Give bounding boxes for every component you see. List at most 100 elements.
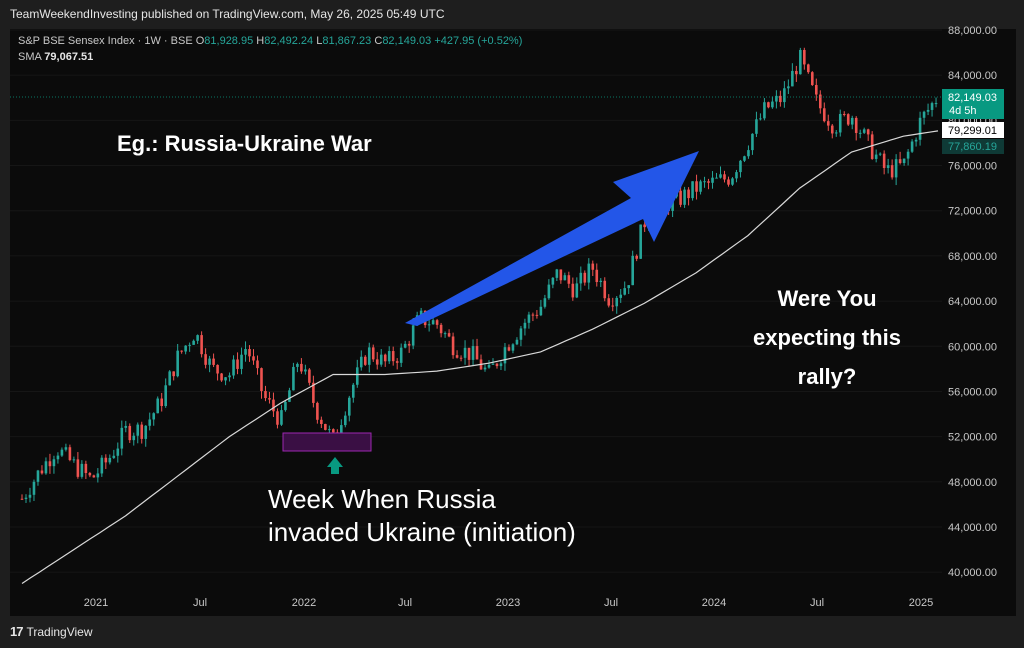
candle-body <box>427 324 431 326</box>
candle-body <box>44 461 48 474</box>
candle-body <box>882 153 886 168</box>
change-value: +427.95 (+0.52%) <box>434 35 523 47</box>
candle-body <box>355 367 359 385</box>
high-label: H <box>256 35 265 47</box>
candle-body <box>850 117 854 125</box>
y-tick-label: 76,000.00 <box>948 161 997 173</box>
published-line: TeamWeekendInvesting published on Tradin… <box>10 7 445 21</box>
candle-body <box>284 401 287 411</box>
annotation-title: Eg.: Russia-Ukraine War <box>117 131 372 156</box>
tradingview-footer[interactable]: 17 TradingView <box>10 624 93 639</box>
candle-body <box>567 275 571 284</box>
candle-body <box>192 340 195 345</box>
candle-body <box>799 49 802 75</box>
badge-last-price-value: 82,149.03 <box>948 92 997 104</box>
candle-body <box>599 280 603 283</box>
sma-value: 79,067.51 <box>44 51 94 63</box>
candle-body <box>595 269 599 283</box>
candle-body <box>260 368 263 392</box>
candle-body <box>870 134 874 159</box>
candle-body <box>771 101 774 108</box>
candle-body <box>511 344 515 351</box>
candle-body <box>894 159 898 178</box>
sma-label: SMA <box>18 51 42 63</box>
y-tick-label: 48,000.00 <box>948 477 997 489</box>
candle-body <box>515 339 519 345</box>
candle-body <box>403 343 407 348</box>
tradingview-brand: TradingView <box>26 624 93 639</box>
y-tick-label: 56,000.00 <box>948 386 997 398</box>
candle-body <box>487 364 491 368</box>
candle-body <box>735 172 738 179</box>
sma-line <box>21 130 939 585</box>
candle-body <box>212 358 215 365</box>
candle-body <box>679 190 682 205</box>
candle-body <box>224 377 227 381</box>
candle-body <box>276 411 279 425</box>
candle-body <box>575 283 579 298</box>
candle-body <box>547 284 551 299</box>
candle-body <box>755 119 758 134</box>
candle-body <box>324 423 327 430</box>
candle-body <box>172 371 175 377</box>
x-tick-label: Jul <box>193 597 207 609</box>
candle-body <box>930 103 934 110</box>
y-tick-label: 40,000.00 <box>948 567 997 579</box>
candle-body <box>351 384 355 398</box>
candle-body <box>399 347 403 363</box>
candle-body <box>347 397 351 416</box>
candle-body <box>743 156 746 161</box>
candle-body <box>24 497 28 499</box>
candle-body <box>244 349 247 355</box>
candle-body <box>216 364 219 374</box>
candle-body <box>455 355 459 358</box>
candle-body <box>523 322 527 329</box>
candle-body <box>503 347 507 364</box>
candle-body <box>491 363 495 365</box>
open-label: O <box>195 35 205 47</box>
candle-body <box>184 345 187 352</box>
candle-body <box>826 121 830 126</box>
y-tick-label: 44,000.00 <box>948 522 997 534</box>
badge-sma-value: 79,299.01 <box>948 125 997 137</box>
chart-area[interactable] <box>10 29 1016 616</box>
candle-body <box>687 189 690 199</box>
candle-body <box>846 114 850 125</box>
candle-body <box>439 324 443 334</box>
candle-body <box>731 178 734 185</box>
candle-body <box>451 336 455 356</box>
candle-body <box>72 459 76 461</box>
candles-layer <box>20 47 938 503</box>
y-tick-label: 72,000.00 <box>948 206 997 218</box>
candle-body <box>359 356 363 368</box>
candle-body <box>272 399 275 412</box>
badge-last-price: 82,149.03 4d 5h <box>942 89 1004 119</box>
candle-body <box>180 350 183 352</box>
candle-body <box>878 153 882 155</box>
candle-body <box>344 415 347 426</box>
candle-body <box>934 103 938 105</box>
candle-body <box>527 314 531 323</box>
candle-body <box>719 174 722 178</box>
candle-body <box>715 177 718 179</box>
annotation-event-line1: Week When Russia <box>268 484 496 514</box>
candle-body <box>623 288 627 295</box>
x-tick-label: 2025 <box>909 597 933 609</box>
candle-body <box>463 347 467 358</box>
close-value: 82,149.03 <box>382 35 432 47</box>
candle-body <box>136 424 140 436</box>
candle-body <box>200 335 203 355</box>
candle-body <box>96 473 100 478</box>
candle-body <box>248 349 251 357</box>
candle-body <box>471 346 475 360</box>
candle-body <box>886 165 890 168</box>
candle-body <box>188 344 191 346</box>
candle-body <box>791 70 794 87</box>
candle-body <box>268 398 271 400</box>
candle-body <box>811 72 814 86</box>
candle-body <box>822 108 826 122</box>
candle-body <box>559 269 563 281</box>
candle-body <box>64 447 68 450</box>
candle-body <box>763 102 766 119</box>
